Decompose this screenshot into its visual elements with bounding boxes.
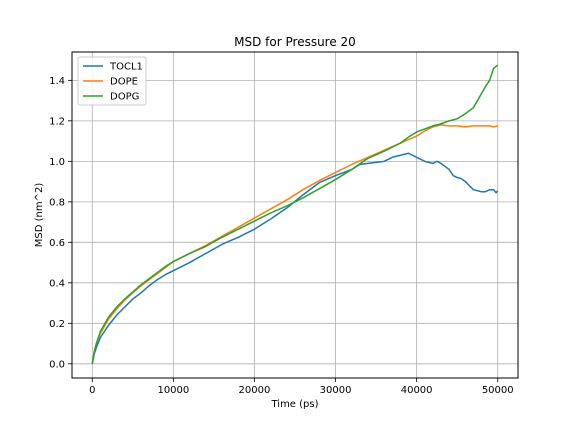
legend: TOCL1 DOPE DOPG [78,57,146,105]
y-tick-label: 1.0 [49,157,65,168]
legend-label-dopg: DOPG [110,92,139,103]
y-tick-label: 0.0 [49,359,65,370]
y-tick-label: 0.6 [49,238,65,249]
x-tick-label: 0 [89,385,95,396]
x-tick-label: 30000 [320,385,352,396]
x-axis-label: Time (ps) [270,399,318,410]
x-tick-label: 10000 [157,385,189,396]
y-axis-label: MSD (nm^2) [34,183,45,248]
legend-label-tocl1: TOCL1 [109,62,143,73]
x-tick-label: 50000 [482,385,514,396]
y-tick-label: 0.4 [49,278,65,289]
y-tick-label: 0.8 [49,197,65,208]
y-tick-label: 0.2 [49,319,65,330]
y-tick-label: 1.4 [49,76,65,87]
x-tick-label: 20000 [239,385,271,396]
legend-label-dope: DOPE [110,77,138,88]
chart-title: MSD for Pressure 20 [234,35,356,49]
y-tick-label: 1.2 [49,116,65,127]
x-tick-label: 40000 [401,385,433,396]
